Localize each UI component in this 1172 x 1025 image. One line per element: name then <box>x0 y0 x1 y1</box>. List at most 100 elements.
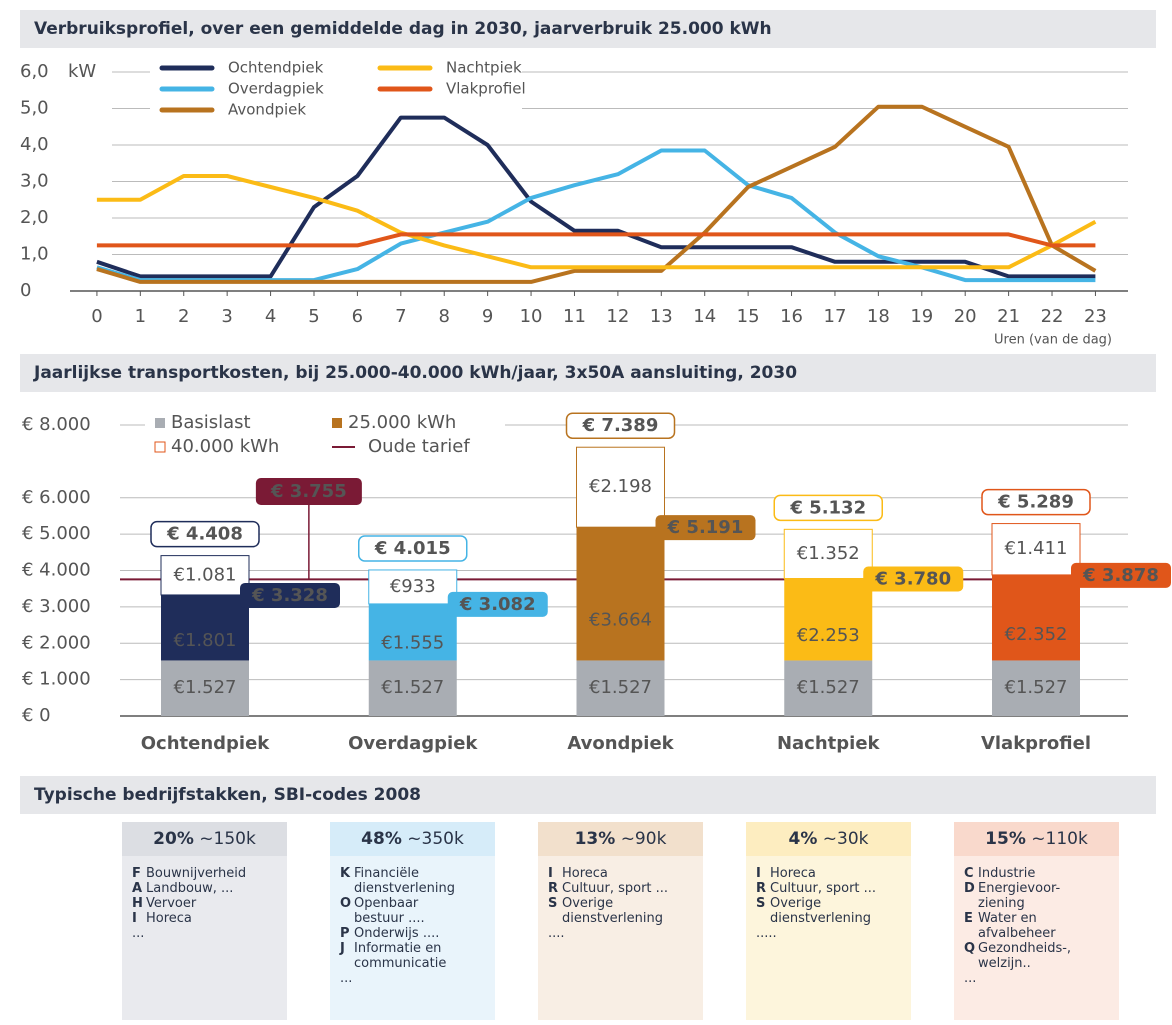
legend-label: Ochtendpiek <box>228 59 324 77</box>
sector-name: Bouwnijverheid <box>146 866 247 881</box>
sector-item: D Energievoor- ziening <box>964 881 1111 911</box>
sector-code: Q <box>964 941 976 956</box>
x-tick-label: 0 <box>91 306 102 327</box>
sector-code: I <box>132 911 137 926</box>
sector-item: C Industrie <box>964 866 1111 881</box>
bar-value-label: €933 <box>390 576 436 597</box>
x-tick-label: 3 <box>221 306 232 327</box>
legend-label: Vlakprofiel <box>446 80 526 98</box>
bar-value-label: €2.253 <box>797 625 860 646</box>
y-tick-label: € 3.000 <box>22 596 91 617</box>
x-tick-label: 8 <box>439 306 450 327</box>
y-tick-label: € 6.000 <box>22 487 91 508</box>
subtotal-label-box <box>655 515 756 541</box>
x-tick-label: Ochtendpiek <box>141 733 271 754</box>
bar-segment <box>576 446 665 528</box>
card-body: I Horeca R Cultuur, sport ... S Overige diens… <box>538 856 703 1020</box>
reference-label-box <box>255 478 362 505</box>
subtotal-label-box <box>240 582 340 608</box>
bar-segment <box>992 660 1080 716</box>
card-count: ~30k <box>822 829 869 849</box>
card-share: 15% <box>985 829 1026 849</box>
sector-more: ..... <box>756 926 777 941</box>
sector-code: S <box>548 896 558 911</box>
sector-item: P Onderwijs .... <box>340 926 487 941</box>
total-label: € 5.289 <box>997 492 1074 513</box>
line-series <box>96 232 1096 248</box>
y-tick-label: € 1.000 <box>22 669 91 690</box>
sector-item: A Landbouw, ... <box>132 881 279 896</box>
sector-name: Informatie en communicatie <box>354 941 447 971</box>
y-tick-label: 4,0 <box>20 134 49 155</box>
sector-item: R Cultuur, sport ... <box>756 881 903 896</box>
x-tick-label: 16 <box>780 306 803 327</box>
legend-swatch <box>154 441 166 453</box>
card-count: ~350k <box>407 829 464 849</box>
subtotal-label: € 3.082 <box>459 594 536 615</box>
sector-item: I Horeca <box>132 911 279 926</box>
y-tick-label: 0 <box>20 280 31 301</box>
bar-value-label: €2.198 <box>589 476 652 497</box>
sector-item: R Cultuur, sport ... <box>548 881 695 896</box>
card-count: ~90k <box>620 829 667 849</box>
legend-label: Avondpiek <box>228 101 306 119</box>
y-tick-label: 6,0 <box>20 61 49 82</box>
x-tick-label: 20 <box>954 306 977 327</box>
card-count: ~150k <box>199 829 256 849</box>
sector-code: I <box>756 866 761 881</box>
sector-more: .... <box>548 926 565 941</box>
card-share: 13% <box>574 829 616 849</box>
card-body: I Horeca R Cultuur, sport ... S Overige diens… <box>746 856 911 1020</box>
card-share: 48% <box>361 829 402 849</box>
legend-label: 40.000 kWh <box>171 436 279 457</box>
bar-value-label: €1.527 <box>589 677 652 698</box>
bar-segment <box>368 569 458 605</box>
bar-segment <box>783 528 873 580</box>
x-tick-label: 9 <box>482 306 493 327</box>
x-tick-label: 6 <box>352 306 363 327</box>
total-label: € 7.389 <box>582 415 659 436</box>
x-tick-label: 7 <box>395 306 406 327</box>
card-body: F Bouwnijverheid A Landbouw, ... H Vervoer I Ho… <box>122 856 287 1020</box>
y-tick-label: € 5.000 <box>22 523 91 544</box>
x-tick-label: Overdagpiek <box>348 733 478 754</box>
x-tick-label: 11 <box>563 306 586 327</box>
x-tick-label: Avondpiek <box>567 733 674 754</box>
bar-segment <box>784 578 873 661</box>
sector-code: R <box>548 881 559 896</box>
sector-more: ... <box>964 971 977 986</box>
bar-value-label: €1.352 <box>797 543 860 564</box>
section-header: Verbruiksprofiel, over een gemiddelde da… <box>20 10 1156 48</box>
x-tick-label: 23 <box>1084 306 1107 327</box>
subtotal-label-box <box>447 591 548 617</box>
line-series <box>96 148 1096 283</box>
total-label: € 4.015 <box>374 538 451 559</box>
sector-name: Overige dienstverlening <box>562 896 663 926</box>
subtotal-label: € 3.780 <box>874 569 951 590</box>
reference-label: € 3.755 <box>270 481 347 502</box>
sector-name: Energievoor- ziening <box>978 881 1061 911</box>
legend-box <box>150 58 522 118</box>
x-tick-label: Vlakprofiel <box>981 733 1091 754</box>
sector-name: Landbouw, ... <box>146 881 234 896</box>
sector-item: I Horeca <box>548 866 695 881</box>
sector-name: Horeca <box>146 911 192 926</box>
y-tick-label: 2,0 <box>20 207 49 228</box>
total-label-box <box>773 494 883 522</box>
sector-item: F Bouwnijverheid <box>132 866 279 881</box>
legend-swatch <box>332 418 342 428</box>
x-tick-label: 19 <box>910 306 933 327</box>
subtotal-label: € 3.328 <box>251 585 328 606</box>
x-tick-label: 1 <box>135 306 146 327</box>
sector-item: S Overige dienstverlening <box>756 896 903 926</box>
y-tick-label: € 0 <box>22 705 51 726</box>
sector-name: Openbaar bestuur .... <box>354 896 425 926</box>
total-label: € 4.408 <box>166 524 243 545</box>
sector-more: ... <box>340 971 353 986</box>
sector-card: 4% ~30k I Horeca R Cultuur, sport ... S Overig… <box>746 822 911 1020</box>
x-tick-label: 15 <box>737 306 760 327</box>
sector-code: D <box>964 881 975 896</box>
sector-code: S <box>756 896 766 911</box>
y-unit: kW <box>68 61 96 82</box>
